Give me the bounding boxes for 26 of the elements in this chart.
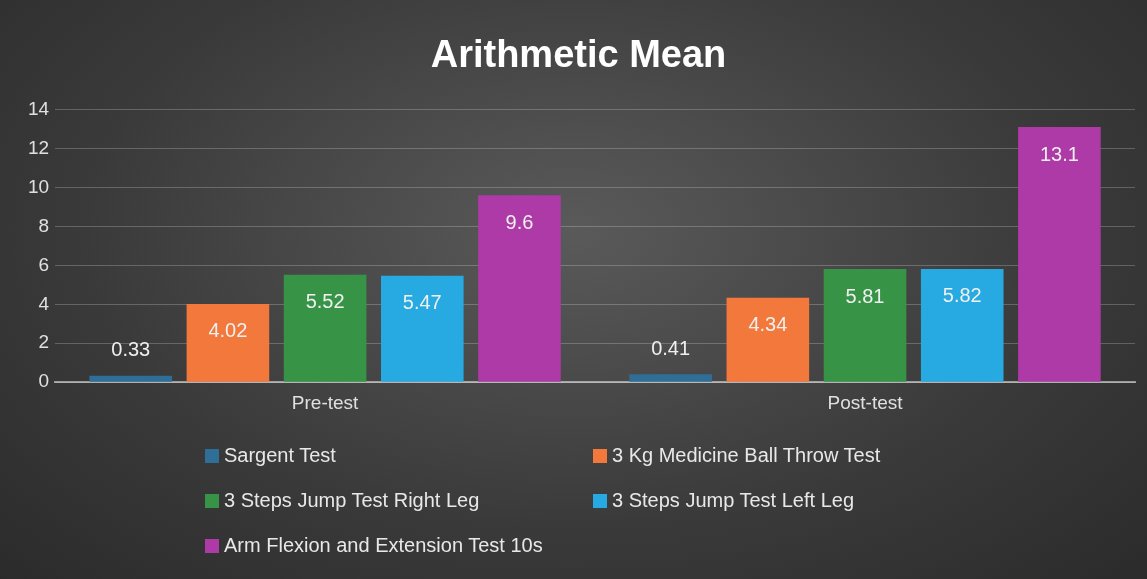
data-label: 9.6	[505, 210, 534, 233]
data-label: 0.41	[651, 336, 691, 359]
data-label: 13.1	[1039, 142, 1079, 165]
data-label: 5.52	[305, 290, 345, 313]
y-tick-label: 0	[38, 370, 50, 392]
x-tick-label: Pre-test	[291, 391, 360, 413]
data-label: 5.81	[845, 284, 885, 307]
y-tick-label: 12	[27, 136, 50, 158]
legend-label: 3 Steps Jump Test Left Leg	[612, 489, 855, 512]
data-label: 4.34	[748, 313, 788, 336]
y-tick-label: 10	[27, 175, 50, 197]
data-label: 0.33	[111, 338, 151, 361]
data-label: 5.47	[402, 291, 442, 314]
legend-label: Sargent Test	[224, 444, 336, 467]
y-tick-label: 6	[38, 253, 50, 275]
data-label: 4.02	[208, 319, 248, 342]
y-tick-label: 4	[38, 292, 50, 314]
y-tick-label: 8	[38, 214, 50, 236]
chart-title: Arithmetic Mean	[430, 33, 727, 76]
x-tick-label: Post-test	[827, 391, 904, 413]
legend-label: 3 Steps Jump Test Right Leg	[224, 489, 480, 512]
legend-label: Arm Flexion and Extension Test 10s	[224, 534, 543, 557]
y-tick-label: 14	[27, 97, 50, 119]
legend-label: 3 Kg Medicine Ball Throw Test	[612, 444, 881, 467]
data-label: 5.82	[942, 284, 982, 307]
y-tick-label: 2	[38, 331, 50, 353]
